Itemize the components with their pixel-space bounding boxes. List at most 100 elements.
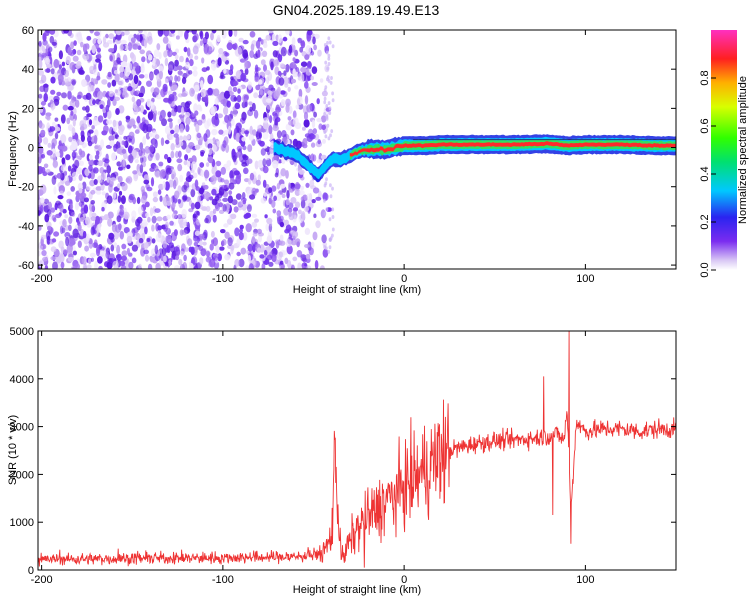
noise-blob <box>243 60 248 70</box>
noise-blob <box>263 192 268 197</box>
noise-blob <box>294 188 301 196</box>
noise-blob <box>82 106 87 111</box>
noise-blob <box>54 117 59 122</box>
noise-blob <box>292 57 296 62</box>
noise-blob <box>135 67 140 75</box>
noise-blob <box>71 126 76 136</box>
noise-blob <box>217 113 223 119</box>
noise-blob <box>159 169 166 178</box>
noise-blob <box>177 214 183 220</box>
noise-blob <box>301 126 306 131</box>
noise-blob <box>119 260 126 267</box>
noise-blob <box>142 123 149 134</box>
noise-blob <box>196 219 201 226</box>
noise-blob <box>159 195 163 202</box>
noise-blob <box>294 49 299 57</box>
noise-blob <box>283 70 287 76</box>
noise-blob <box>319 78 324 83</box>
noise-blob <box>233 96 238 102</box>
noise-blob <box>53 98 60 106</box>
noise-blob <box>323 112 326 116</box>
noise-blob <box>156 43 161 51</box>
noise-blob <box>249 172 255 181</box>
noise-blob <box>38 69 44 76</box>
noise-blob <box>89 252 96 258</box>
noise-blob <box>220 229 226 234</box>
snr-x-tick-label: 100 <box>576 574 594 586</box>
noise-blob <box>123 227 130 234</box>
noise-blob <box>287 116 292 121</box>
noise-blob <box>97 175 104 183</box>
noise-blob <box>42 171 48 177</box>
noise-blob <box>298 190 305 196</box>
noise-blob <box>86 35 92 41</box>
noise-blob <box>241 192 246 199</box>
noise-blob <box>164 139 170 145</box>
noise-blob <box>71 266 77 269</box>
noise-blob <box>112 119 117 128</box>
noise-blob <box>54 132 59 140</box>
noise-blob <box>179 263 186 269</box>
noise-blob <box>269 115 273 124</box>
noise-blob <box>299 46 304 53</box>
chart-title: GN04.2025.189.19.49.E13 <box>273 2 440 18</box>
noise-blob <box>262 96 269 106</box>
noise-blob <box>66 198 73 204</box>
noise-blob <box>316 98 320 105</box>
noise-blob <box>120 61 128 68</box>
noise-blob <box>38 250 41 257</box>
noise-blob <box>120 39 127 45</box>
noise-blob <box>88 154 93 161</box>
noise-blob <box>85 216 90 226</box>
noise-blob <box>218 129 224 135</box>
noise-blob <box>51 175 57 185</box>
noise-blob <box>181 229 188 235</box>
noise-blob <box>242 232 248 241</box>
noise-blob <box>240 247 247 255</box>
noise-blob <box>74 159 80 168</box>
noise-blob <box>70 186 75 192</box>
noise-blob <box>146 238 151 242</box>
noise-blob <box>76 167 83 175</box>
noise-blob <box>190 246 195 255</box>
noise-blob <box>291 186 296 191</box>
noise-blob <box>56 172 63 179</box>
noise-blob <box>322 138 326 144</box>
noise-blob <box>275 117 281 123</box>
noise-blob <box>185 124 190 133</box>
noise-blob <box>267 71 273 81</box>
noise-blob <box>331 227 335 232</box>
noise-blob <box>183 46 188 53</box>
noise-blob <box>267 90 273 96</box>
noise-blob <box>117 195 122 203</box>
noise-blob <box>99 104 104 110</box>
noise-blob <box>257 37 262 42</box>
noise-blob <box>59 225 64 235</box>
noise-blob <box>212 214 217 223</box>
noise-blob <box>194 201 201 210</box>
noise-blob <box>81 79 87 87</box>
noise-blob <box>304 206 309 213</box>
noise-blob <box>61 61 66 67</box>
noise-blob <box>214 112 219 121</box>
noise-blob <box>80 41 84 48</box>
noise-blob <box>166 214 171 220</box>
noise-blob <box>124 67 131 77</box>
noise-blob <box>66 117 71 125</box>
noise-blob <box>85 92 92 100</box>
noise-blob <box>266 217 273 225</box>
noise-blob <box>65 55 71 65</box>
noise-blob <box>133 172 139 182</box>
noise-blob <box>317 49 322 57</box>
noise-blob <box>75 99 80 108</box>
noise-blob <box>199 30 203 37</box>
noise-blob <box>141 117 146 124</box>
noise-blob <box>131 210 137 220</box>
noise-blob <box>318 123 323 130</box>
noise-blob <box>43 198 50 204</box>
noise-blob <box>252 244 256 253</box>
noise-blob <box>311 119 316 129</box>
noise-blob <box>212 237 218 247</box>
noise-blob <box>181 184 188 193</box>
